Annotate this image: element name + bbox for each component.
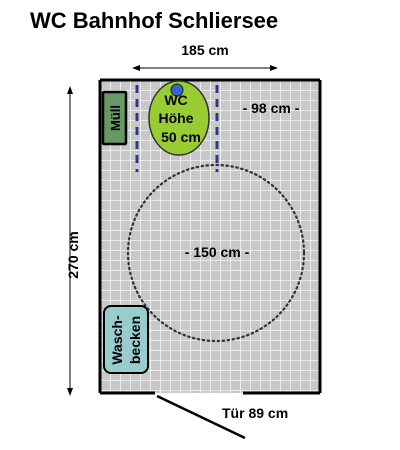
clearance-lines [135, 85, 219, 172]
trash-bin [101, 90, 128, 146]
sink-label-line2: becken [127, 316, 143, 364]
turning-circle-label: - 150 cm - [185, 244, 250, 260]
width-label: 185 cm [181, 42, 228, 58]
turning-circle [126, 163, 306, 343]
sink [103, 305, 149, 374]
toilet [148, 80, 210, 156]
trash-label: Müll [108, 105, 123, 131]
width-arrow [132, 65, 278, 71]
page-title: WC Bahnhof Schliersee [30, 8, 278, 33]
toilet-label-line2: Höhe [159, 110, 194, 126]
door-label: Tür 89 cm [222, 405, 288, 421]
flush-button-icon [170, 83, 184, 97]
height-label: 270 cm [65, 231, 81, 278]
toilet-label-line3: 50 cm [161, 129, 201, 145]
clearance-side-label: - 98 cm - [243, 100, 300, 116]
walls [98, 78, 322, 395]
toilet-label-line1: WC [164, 92, 187, 108]
height-arrow [67, 86, 73, 396]
sink-label-line1: Wasch- [109, 315, 125, 365]
door-leaf [156, 394, 246, 440]
